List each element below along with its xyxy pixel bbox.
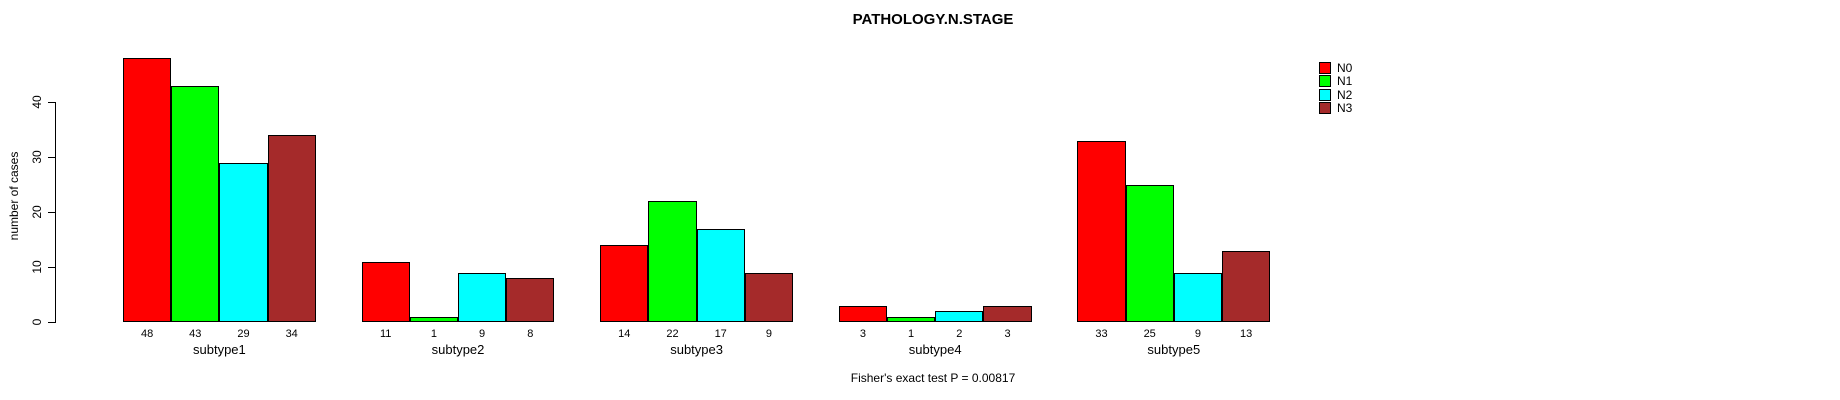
bar-subtype4-N0: [838, 305, 887, 322]
legend-label-N0: N0: [1337, 61, 1353, 75]
bar-value-label: 3: [859, 328, 866, 340]
y-axis-tick-label: 10: [30, 260, 44, 274]
legend-label-N3: N3: [1337, 101, 1353, 116]
bar-subtype1-N0: [123, 58, 172, 322]
y-axis-tick-label: 0: [30, 318, 44, 326]
fisher-test-note: Fisher's exact test P = 0.00817: [850, 371, 1016, 385]
y-axis-line: [55, 102, 56, 323]
bar-value-label: 8: [527, 328, 534, 340]
legend-label-N1: N1: [1337, 74, 1353, 89]
bar-value-label: 25: [1143, 328, 1156, 340]
y-axis-label: number of cases: [7, 151, 21, 241]
group-label-subtype4: subtype4: [908, 342, 962, 357]
y-axis-tick: [48, 322, 55, 323]
bar-value-label: 2: [956, 328, 963, 340]
chart-title: PATHOLOGY.N.STAGE: [852, 11, 1014, 28]
y-axis-tick: [48, 157, 55, 158]
bar-value-label: 48: [140, 328, 154, 340]
bar-subtype5-N0: [1077, 140, 1126, 322]
legend-swatch-N3: [1319, 102, 1331, 115]
bar-value-label: 13: [1239, 328, 1253, 340]
group-label-subtype1: subtype1: [193, 342, 246, 357]
bar-subtype1-N3: [267, 135, 316, 322]
bar-subtype2-N1: [409, 316, 458, 322]
bar-subtype1-N2: [219, 162, 268, 322]
bar-value-label: 9: [1194, 328, 1201, 340]
bar-subtype2-N0: [361, 261, 410, 322]
bar-value-label: 9: [765, 328, 772, 340]
group-label-subtype2: subtype2: [431, 342, 485, 357]
bar-value-label: 22: [666, 328, 679, 340]
bar-value-label: 1: [430, 328, 437, 340]
y-axis-tick: [48, 267, 55, 268]
y-axis-tick: [48, 212, 55, 213]
bar-subtype3-N0: [600, 245, 649, 322]
legend-swatch-N0: [1319, 62, 1331, 74]
bar-subtype4-N1: [887, 316, 936, 322]
y-axis-tick: [48, 102, 55, 103]
bar-value-label: 3: [1004, 328, 1011, 340]
y-axis-tick-label: 20: [30, 205, 44, 219]
bar-subtype2-N3: [506, 278, 555, 322]
group-label-subtype3: subtype3: [670, 342, 723, 357]
bar-value-label: 9: [479, 328, 486, 340]
y-axis-tick-label: 30: [30, 150, 44, 164]
bar-value-label: 43: [189, 328, 202, 340]
bar-value-label: 29: [237, 328, 250, 340]
y-axis-tick-label: 40: [30, 95, 44, 109]
bar-subtype3-N3: [744, 272, 793, 322]
bar-subtype5-N1: [1125, 184, 1174, 322]
group-label-subtype5: subtype5: [1147, 342, 1201, 357]
bar-subtype5-N2: [1173, 272, 1222, 322]
bar-value-label: 17: [714, 328, 727, 340]
bar-subtype1-N1: [171, 85, 220, 322]
bar-subtype3-N2: [696, 228, 745, 322]
bar-value-label: 1: [908, 328, 915, 340]
legend-label-N2: N2: [1337, 87, 1353, 102]
bar-value-label: 34: [285, 328, 298, 340]
legend-swatch-N1: [1319, 75, 1331, 88]
bar-subtype4-N3: [983, 305, 1032, 322]
bar-subtype4-N2: [935, 311, 984, 322]
bar-value-label: 11: [379, 328, 392, 340]
bar-subtype2-N2: [458, 272, 507, 322]
bar-value-label: 14: [618, 328, 631, 340]
bar-subtype3-N1: [648, 201, 697, 322]
bar-value-label: 33: [1095, 328, 1108, 340]
legend-swatch-N2: [1319, 88, 1331, 101]
bar-subtype5-N3: [1222, 250, 1271, 322]
